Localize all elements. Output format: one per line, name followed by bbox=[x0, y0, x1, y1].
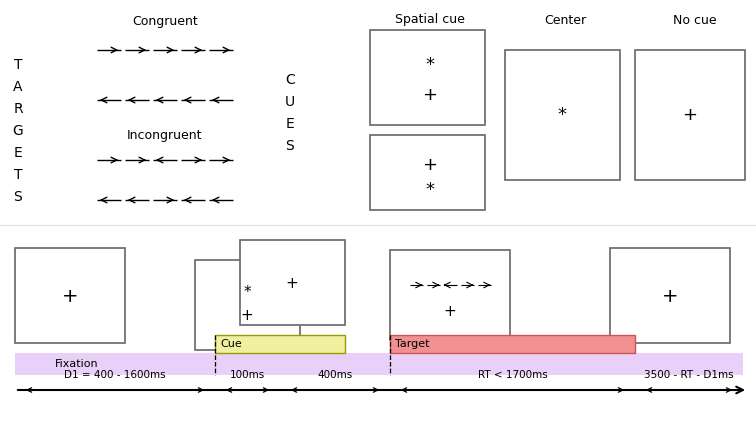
Text: Spatial cue: Spatial cue bbox=[395, 13, 465, 27]
Text: *: * bbox=[426, 181, 435, 199]
Text: R: R bbox=[13, 102, 23, 116]
Text: G: G bbox=[13, 124, 23, 138]
Bar bbox=[390, 250, 510, 340]
Text: +: + bbox=[62, 286, 79, 305]
Bar bbox=[240, 240, 345, 325]
Text: T: T bbox=[14, 168, 22, 182]
Text: E: E bbox=[14, 146, 23, 160]
Text: D1 = 400 - 1600ms: D1 = 400 - 1600ms bbox=[64, 370, 166, 380]
Bar bbox=[390, 335, 635, 353]
Text: 100ms: 100ms bbox=[230, 370, 265, 380]
Text: E: E bbox=[286, 117, 294, 131]
Text: +: + bbox=[423, 156, 438, 174]
Text: S: S bbox=[14, 190, 23, 204]
Text: *: * bbox=[557, 106, 566, 124]
Text: +: + bbox=[286, 276, 299, 292]
Bar bbox=[195, 260, 300, 350]
Text: 3500 - RT - D1ms: 3500 - RT - D1ms bbox=[644, 370, 734, 380]
Bar bbox=[370, 30, 485, 125]
Text: +: + bbox=[444, 304, 457, 319]
Bar bbox=[505, 50, 620, 180]
Text: RT < 1700ms: RT < 1700ms bbox=[478, 370, 547, 380]
Bar bbox=[635, 50, 745, 180]
Text: No cue: No cue bbox=[673, 13, 717, 27]
Bar bbox=[215, 335, 345, 353]
Bar bbox=[15, 248, 125, 343]
Text: +: + bbox=[683, 106, 698, 124]
Text: *: * bbox=[426, 56, 435, 74]
Text: Cue: Cue bbox=[220, 339, 242, 349]
Text: Target: Target bbox=[395, 339, 429, 349]
Text: +: + bbox=[240, 308, 253, 323]
Bar bbox=[370, 135, 485, 210]
Bar bbox=[15, 353, 743, 375]
Text: A: A bbox=[14, 80, 23, 94]
Text: T: T bbox=[14, 58, 22, 72]
Text: Incongruent: Incongruent bbox=[127, 129, 203, 141]
Text: +: + bbox=[662, 286, 678, 305]
Text: *: * bbox=[243, 286, 251, 301]
Text: U: U bbox=[285, 95, 295, 109]
Text: Congruent: Congruent bbox=[132, 15, 198, 28]
Text: C: C bbox=[285, 73, 295, 87]
Text: Center: Center bbox=[544, 13, 586, 27]
Bar bbox=[610, 248, 730, 343]
Text: 400ms: 400ms bbox=[318, 370, 352, 380]
Text: +: + bbox=[423, 86, 438, 104]
Text: Fixation: Fixation bbox=[55, 359, 98, 369]
Text: S: S bbox=[286, 139, 294, 153]
